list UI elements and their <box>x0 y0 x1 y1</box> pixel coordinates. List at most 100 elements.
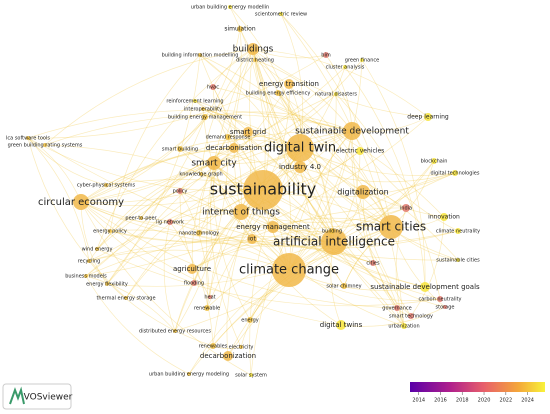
node-label: digital twin <box>264 141 336 156</box>
node <box>95 247 99 251</box>
edge <box>249 147 301 376</box>
node <box>279 12 283 16</box>
node <box>420 282 430 292</box>
edge <box>226 189 264 357</box>
edge <box>80 201 335 247</box>
node-label: renewables <box>199 344 228 350</box>
node-label: smart grid <box>230 128 266 136</box>
edge <box>96 130 353 250</box>
edge <box>80 201 171 223</box>
node <box>191 280 197 286</box>
node <box>177 188 183 194</box>
edge <box>344 66 426 288</box>
node-label: cities <box>366 261 380 267</box>
node <box>247 43 259 55</box>
edge <box>106 130 353 285</box>
edge <box>288 172 456 271</box>
edge <box>351 130 398 309</box>
edge <box>44 48 254 146</box>
edge <box>27 137 107 186</box>
edge <box>109 207 407 244</box>
edge <box>27 137 90 262</box>
node-circles <box>26 5 461 377</box>
node-label: solar system <box>235 373 267 379</box>
edge <box>213 59 363 164</box>
node <box>284 79 294 89</box>
edge <box>80 147 235 203</box>
node-label: digital technologies <box>430 171 479 177</box>
edge <box>80 201 195 284</box>
node-label: india <box>400 206 412 212</box>
edge <box>233 48 254 213</box>
node <box>124 296 128 300</box>
node-label: smart building <box>162 147 198 153</box>
node-label: buildings <box>233 45 274 55</box>
node-label: solar chimney <box>326 284 361 290</box>
node-label: cyber-physical systems <box>77 183 136 189</box>
edge <box>335 93 441 300</box>
edge <box>27 137 82 203</box>
edge <box>200 48 254 175</box>
edge <box>272 217 392 228</box>
logo[interactable]: VOSviewer <box>2 383 73 410</box>
edge <box>80 116 206 203</box>
node <box>193 99 197 103</box>
node-label: hvac <box>207 85 219 91</box>
node-label: governance <box>382 306 411 312</box>
node <box>196 230 202 236</box>
edge <box>109 226 274 242</box>
edge <box>80 59 256 203</box>
edge <box>280 13 405 327</box>
node-label: scientometric review <box>255 12 307 18</box>
node <box>104 183 108 187</box>
node-label: climate change <box>239 263 339 278</box>
edge <box>96 48 254 250</box>
edge <box>80 66 346 203</box>
logo-text: VOSviewer <box>24 393 73 403</box>
edge <box>199 54 335 243</box>
colorbar-ticks: 2014 2016 2018 2020 2022 2024 <box>412 392 534 404</box>
node <box>334 92 338 96</box>
edge <box>106 226 392 287</box>
edge <box>109 162 215 232</box>
edge <box>280 13 304 149</box>
node-label: storage <box>436 305 455 311</box>
node-label: knowledge graph <box>179 172 222 178</box>
edge <box>299 147 459 261</box>
edge <box>27 137 127 299</box>
edge <box>213 162 251 321</box>
edge <box>288 269 441 301</box>
node-label: industry 4.0 <box>279 163 321 171</box>
node-label: blockchain <box>421 159 448 165</box>
edge <box>125 147 301 299</box>
node <box>356 147 364 155</box>
node <box>223 351 233 361</box>
node-label: energy policy <box>93 229 127 235</box>
edge <box>174 189 264 332</box>
edge <box>80 201 459 247</box>
node-label: interoperability <box>184 107 222 113</box>
node <box>243 170 283 210</box>
node <box>173 329 177 333</box>
node-label: artificial intelligence <box>273 235 395 249</box>
edge <box>125 189 264 299</box>
node <box>343 65 347 69</box>
edge <box>340 306 446 327</box>
edge <box>109 54 201 232</box>
node <box>204 305 210 311</box>
edge <box>252 48 412 317</box>
node <box>275 90 281 96</box>
edge <box>140 217 290 271</box>
edge <box>27 137 264 192</box>
edge <box>163 221 176 332</box>
node <box>286 134 314 162</box>
edge <box>250 130 353 376</box>
node-label: wind energy <box>82 247 113 253</box>
node <box>167 219 173 225</box>
node <box>401 323 407 329</box>
edge <box>209 211 242 298</box>
node <box>239 345 243 349</box>
edge <box>212 147 301 347</box>
node-label: green finance <box>345 58 379 64</box>
